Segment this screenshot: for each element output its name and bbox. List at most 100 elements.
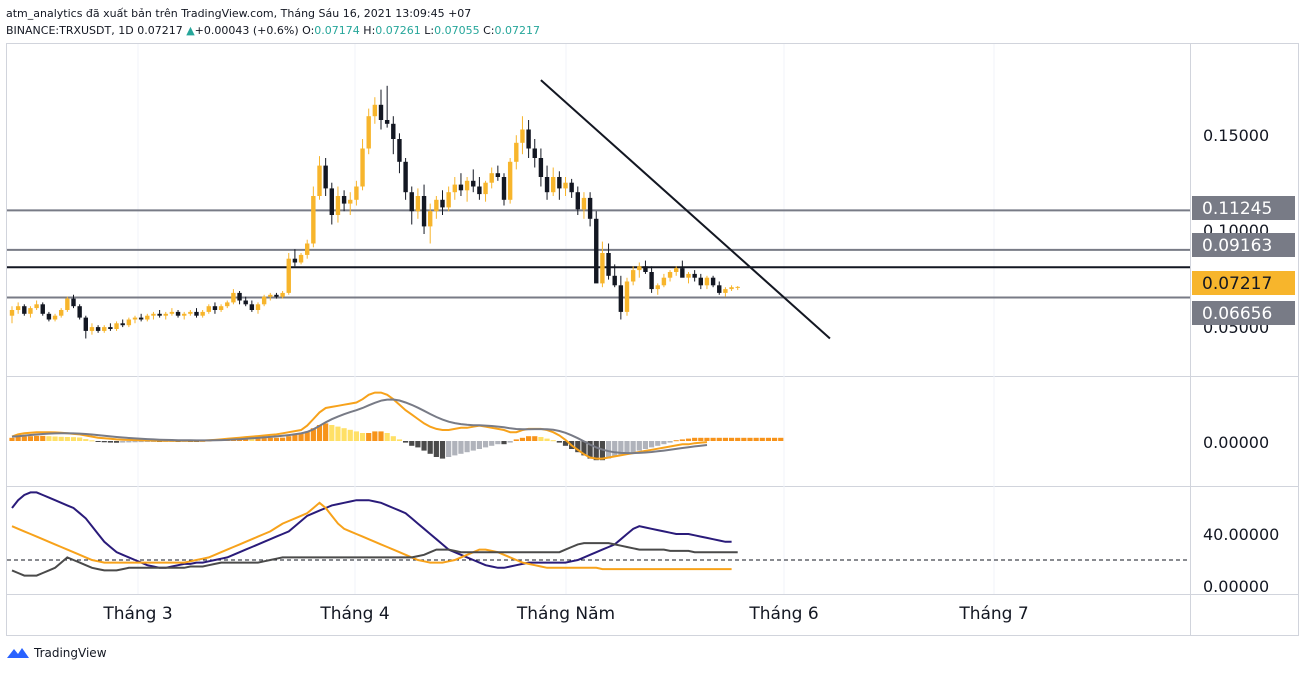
x-tick-thang-3: Tháng 3 bbox=[102, 604, 172, 624]
candle-body-22 bbox=[145, 315, 150, 320]
candle-body-106 bbox=[661, 277, 667, 286]
candle-body-45 bbox=[286, 258, 291, 293]
candle-body-110 bbox=[686, 273, 691, 278]
macd-hist-bar-109 bbox=[679, 439, 685, 441]
rsi-series-2 bbox=[11, 542, 738, 577]
candle-body-100 bbox=[624, 281, 630, 312]
time-axis[interactable]: Tháng 3 Tháng 4 Tháng Năm Tháng 6 Tháng … bbox=[102, 604, 1028, 624]
macd-hist-bar-68 bbox=[427, 441, 433, 454]
candle-body-118 bbox=[735, 286, 740, 288]
rsi-y-tick-0: 0.00000 bbox=[1203, 577, 1269, 596]
macd-hist-bar-2 bbox=[21, 436, 27, 441]
macd-hist-bar-40 bbox=[255, 438, 261, 441]
candle-body-17 bbox=[114, 323, 119, 329]
macd-hist-bar-51 bbox=[323, 423, 329, 441]
candle-body-92 bbox=[575, 192, 580, 210]
macd-hist-bar-89 bbox=[556, 441, 562, 443]
macd-pane[interactable] bbox=[9, 391, 784, 461]
candle-body-68 bbox=[428, 211, 433, 227]
macd-hist-bar-70 bbox=[439, 441, 446, 459]
x-tick-thang-nam: Tháng Năm bbox=[516, 604, 615, 624]
price-axis[interactable]: 0.15000 0.10000 0.05000 0.11245 0.09163 … bbox=[1192, 126, 1295, 596]
macd-hist-bar-102 bbox=[636, 441, 642, 451]
candle-body-85 bbox=[532, 148, 537, 158]
candle-body-58 bbox=[366, 116, 371, 149]
candle-body-94 bbox=[587, 197, 593, 219]
macd-hist-bar-79 bbox=[495, 441, 501, 445]
candle-body-31 bbox=[200, 311, 205, 316]
candle-body-30 bbox=[194, 311, 199, 316]
brand[interactable]: TradingView bbox=[6, 646, 107, 660]
macd-hist-bar-20 bbox=[132, 441, 138, 443]
macd-hist-bar-39 bbox=[249, 438, 255, 441]
macd-hist-bar-56 bbox=[353, 431, 359, 441]
macd-hist-bar-10 bbox=[70, 437, 77, 441]
candle-body-52 bbox=[329, 188, 334, 215]
candle-body-28 bbox=[182, 313, 187, 316]
candle-body-55 bbox=[348, 199, 353, 204]
macd-hist-bar-73 bbox=[458, 441, 464, 454]
candle-body-18 bbox=[120, 323, 125, 326]
last-price: 0.07217 bbox=[137, 24, 183, 37]
macd-hist-bar-50 bbox=[316, 425, 323, 441]
trendline bbox=[540, 79, 831, 340]
macd-hist-bar-59 bbox=[372, 431, 378, 441]
price-tag-bg-0 bbox=[1192, 196, 1295, 220]
close-value: 0.07217 bbox=[494, 24, 541, 37]
candle-body-24 bbox=[157, 313, 162, 316]
candle-body-5 bbox=[40, 304, 45, 314]
change-value: +0.00043 (+0.6%) bbox=[194, 24, 299, 37]
macd-hist-bar-63 bbox=[396, 439, 403, 441]
macd-hist-bar-3 bbox=[27, 436, 34, 441]
macd-hist-bar-9 bbox=[64, 437, 70, 441]
macd-hist-bar-74 bbox=[464, 441, 470, 453]
macd-hist-bar-60 bbox=[378, 431, 384, 441]
macd-hist-bar-106 bbox=[661, 441, 667, 445]
macd-hist-bar-101 bbox=[630, 441, 636, 453]
candle-body-72 bbox=[452, 184, 457, 193]
macd-hist-bar-76 bbox=[476, 441, 482, 449]
macd-hist-bar-61 bbox=[384, 433, 390, 441]
macd-hist-bar-114 bbox=[710, 437, 716, 441]
macd-hist-bar-69 bbox=[433, 441, 439, 457]
candle-body-8 bbox=[59, 310, 64, 316]
candle-body-70 bbox=[440, 199, 445, 208]
macd-hist-bar-75 bbox=[470, 441, 476, 451]
chart-frame bbox=[6, 43, 1299, 636]
candle-body-53 bbox=[335, 196, 341, 215]
candle-body-16 bbox=[108, 327, 113, 329]
symbol-label[interactable]: BINANCE:TRXUSDT, 1D bbox=[6, 24, 134, 37]
macd-hist-bar-110 bbox=[685, 438, 692, 441]
macd-hist-bar-92 bbox=[575, 441, 581, 453]
rsi-pane[interactable] bbox=[7, 491, 1190, 577]
candle-body-77 bbox=[483, 182, 488, 195]
candle-body-99 bbox=[618, 285, 624, 312]
macd-hist-bar-1 bbox=[15, 437, 21, 441]
macd-hist-bar-83 bbox=[519, 437, 526, 441]
macd-hist-bar-45 bbox=[286, 436, 292, 441]
candle-body-1 bbox=[15, 306, 21, 310]
macd-hist-bar-112 bbox=[698, 437, 704, 441]
ohlc-legend: BINANCE:TRXUSDT, 1D 0.07217 ▲+0.00043 (+… bbox=[6, 24, 540, 38]
candle-body-87 bbox=[544, 177, 550, 193]
macd-hist-bar-54 bbox=[341, 428, 347, 441]
candle-body-23 bbox=[151, 313, 156, 316]
candle-body-36 bbox=[231, 292, 236, 303]
candle-body-46 bbox=[292, 258, 298, 263]
price-pane[interactable] bbox=[7, 79, 1190, 340]
candle-body-41 bbox=[261, 296, 267, 305]
candle-body-105 bbox=[655, 285, 660, 290]
candle-body-51 bbox=[323, 165, 328, 189]
candle-body-65 bbox=[409, 192, 414, 212]
candle-body-59 bbox=[372, 104, 378, 117]
publish-info: atm_analytics đã xuất bản trên TradingVi… bbox=[6, 7, 472, 20]
candle-body-2 bbox=[22, 306, 27, 314]
candle-body-80 bbox=[501, 177, 507, 200]
candle-body-38 bbox=[243, 300, 248, 305]
price-tag-bg-3 bbox=[1192, 301, 1295, 325]
candle-body-111 bbox=[692, 273, 697, 278]
candle-body-49 bbox=[311, 196, 316, 244]
macd-hist-bar-13 bbox=[89, 440, 95, 442]
macd-hist-bar-71 bbox=[446, 441, 452, 457]
